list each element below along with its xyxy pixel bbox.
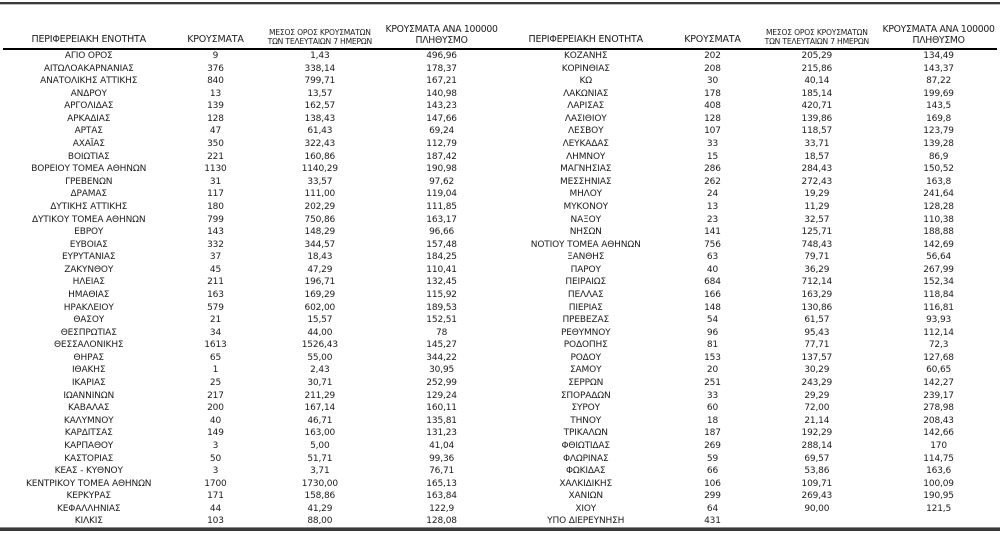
table-row: ΔΥΤΙΚΟΥ ΤΟΜΕΑ ΑΘΗΝΩΝ 799 750,86 163,17	[31, 214, 457, 225]
table-row: ΑΓΙΟ ΟΡΟΣ 9 1,43 496,96	[64, 51, 457, 61]
column-header-region: ΠΕΡΙΦΕΡΕΙΑΚΗ ΕΝΟΤΗΤΑ	[500, 5, 672, 50]
table-row: ΑΝΑΤΟΛΙΚΗΣ ΑΤΤΙΚΗΣ 840 799,71 167,21	[40, 76, 457, 87]
table-row: ΑΧΑΪΑΣ 350 322,43 112,79	[72, 139, 457, 150]
table-row: ΚΕΑΣ - ΚΥΘΝΟΥ 3 3,71 76,71	[54, 466, 455, 477]
table-row: ΜΗΛΟΥ 24 19,29 241,64	[569, 189, 954, 200]
table-row: ΧΑΝΙΩΝ 299 269,43 190,95	[568, 491, 955, 502]
regional-table-right: ΠΕΡΙΦΕΡΕΙΑΚΗ ΕΝΟΤΗΤΑ ΚΡΟΥΣΜΑΤΑ ΜΕΣΟΣ ΟΡΟ…	[500, 5, 997, 528]
table-row: ΚΑΒΑΛΑΣ 200 167,14 160,11	[68, 403, 457, 414]
table-row: ΘΕΣΠΡΩΤΙΑΣ 34 44,00 78	[60, 327, 448, 338]
table-row: ΤΗΝΟΥ 18 21,14 208,43	[570, 415, 954, 426]
table-row: ΙΚΑΡΙΑΣ 25 30,71 252,99	[71, 378, 457, 389]
column-header-cases-per-100000: ΚΡΟΥΣΜΑΤΑ ΑΝΑ 100000 ΠΛΗΘΥΣΜΟ	[383, 5, 500, 50]
table-row: ΜΥΚΟΝΟΥ 13 11,29 128,28	[563, 201, 954, 212]
table-row: ΚΕΦΑΛΛΗΝΙΑΣ 44 41,29 122,9	[56, 503, 455, 514]
table-row: ΘΑΣΟΥ 21 15,57 152,51	[73, 315, 457, 326]
table-row: ΠΑΡΟΥ 40 36,29 267,99	[570, 264, 954, 275]
table-row: ΦΛΩΡΙΝΑΣ 59 69,57 114,75	[562, 453, 954, 464]
table-row: ΕΥΒΟΙΑΣ 332 344,57 157,48	[69, 239, 457, 250]
table-row: ΛΕΣΒΟΥ 107 118,57 123,79	[568, 126, 954, 137]
table-row: ΠΙΕΡΙΑΣ 148 130,86 116,81	[568, 302, 954, 313]
table-row: ΕΒΡΟΥ 143 148,29 96,66	[74, 227, 455, 238]
table-row: ΚΙΛΚΙΣ 103 88,00 128,08	[74, 516, 457, 527]
table-row: ΗΜΑΘΙΑΣ 163 169,29 115,92	[68, 289, 457, 300]
table-row: ΤΡΙΚΑΛΩΝ 187 192,29 142,66	[563, 428, 954, 439]
table-header-right: ΠΕΡΙΦΕΡΕΙΑΚΗ ΕΝΟΤΗΤΑ ΚΡΟΥΣΜΑΤΑ ΜΕΣΟΣ ΟΡΟ…	[500, 5, 997, 50]
table-row: ΝΟΤΙΟΥ ΤΟΜΕΑ ΑΘΗΝΩΝ 756 748,43 142,69	[530, 239, 954, 250]
table-row: ΧΙΟΥ 64 90,00 121,5	[575, 503, 952, 514]
table-row: ΑΝΔΡΟΥ 13 13,57 140,98	[70, 88, 457, 99]
table-row: ΝΑΞΟΥ 23 32,57 110,38	[570, 214, 955, 225]
table-row: ΣΠΟΡΑΔΩΝ 33 29,29 239,17	[560, 390, 954, 401]
table-row: ΦΩΚΙΔΑΣ 66 53,86 163,6	[565, 466, 952, 477]
column-header-7day-average: ΜΕΣΟΣ ΟΡΟΣ ΚΡΟΥΣΜΑΤΩΝ ΤΩΝ ΤΕΛΕΥΤΑΙΩΝ 7 Η…	[753, 5, 881, 50]
table-row: ΚΟΡΙΝΘΙΑΣ 208 215,86 143,37	[561, 63, 954, 74]
bottom-rule	[0, 527, 1000, 531]
table-row: ΘΕΣΣΑΛΟΝΙΚΗΣ 1613 1526,43 145,27	[53, 340, 457, 351]
table-body-right: ΚΟΖΑΝΗΣ 202 205,29 134,49 ΚΟΡΙΝΘΙΑΣ 208 215,86…	[500, 49, 997, 528]
table-row: ΗΛΕΙΑΣ 211 196,71 132,45	[72, 277, 457, 288]
table-row: ΖΑΚΥΝΘΟΥ 45 47,29 110,41	[64, 264, 457, 275]
table-row: ΛΕΥΚΑΔΑΣ 33 33,71 139,28	[562, 139, 954, 150]
table-row: ΛΑΣΙΘΙΟΥ 128 139,86 169,8	[564, 113, 952, 124]
table-row: ΔΥΤΙΚΗΣ ΑΤΤΙΚΗΣ 180 202,29 111,85	[50, 201, 457, 212]
column-header-cases: ΚΡΟΥΣΜΑΤΑ	[174, 5, 257, 50]
table-row: ΠΕΙΡΑΙΩΣ 684 712,14 152,34	[565, 277, 954, 288]
table-row: ΜΕΣΣΗΝΙΑΣ 262 272,43 163,8	[559, 176, 952, 187]
table-row: ΣΕΡΡΩΝ 251 243,29 142,27	[568, 378, 954, 389]
table-row: ΡΟΔΟΠΗΣ 81 77,71 72,3	[563, 340, 949, 351]
table-body-left: ΑΓΙΟ ΟΡΟΣ 9 1,43 496,96 ΑΙΤΩΛΟΑΚΑΡΝΑΝΙΑΣ 376 3…	[3, 49, 500, 528]
table-row: ΑΙΤΩΛΟΑΚΑΡΝΑΝΙΑΣ 376 338,14 178,37	[43, 63, 457, 74]
table-row: ΚΑΡΔΙΤΣΑΣ 149 163,00 131,23	[64, 428, 457, 439]
regional-table-left: ΠΕΡΙΦΕΡΕΙΑΚΗ ΕΝΟΤΗΤΑ ΚΡΟΥΣΜΑΤΑ ΜΕΣΟΣ ΟΡΟ…	[3, 5, 500, 528]
table-row: ΦΘΙΩΤΙΔΑΣ 269 288,14 170	[561, 440, 947, 451]
table-row: ΗΡΑΚΛΕΙΟΥ 579 602,00 189,53	[63, 302, 457, 313]
column-header-cases-per-100000: ΚΡΟΥΣΜΑΤΑ ΑΝΑ 100000 ΠΛΗΘΥΣΜΟ	[880, 5, 997, 50]
table-row: ΡΟΔΟΥ 153 137,57 127,68	[570, 352, 954, 363]
table-row: ΕΥΡΥΤΑΝΙΑΣ 37 18,43 184,25	[61, 252, 457, 263]
table-row: ΑΡΓΟΛΙΔΑΣ 139 162,57 143,23	[64, 101, 457, 112]
table-row: ΒΟΡΕΙΟΥ ΤΟΜΕΑ ΑΘΗΝΩΝ 1130 1140,29 190,98	[31, 164, 457, 175]
column-header-cases: ΚΡΟΥΣΜΑΤΑ	[671, 5, 754, 50]
table-row: ΣΑΜΟΥ 20 30,29 60,65	[570, 365, 952, 376]
top-rule	[0, 2, 1000, 5]
table-header-left: ΠΕΡΙΦΕΡΕΙΑΚΗ ΕΝΟΤΗΤΑ ΚΡΟΥΣΜΑΤΑ ΜΕΣΟΣ ΟΡΟ…	[3, 5, 500, 50]
column-header-region: ΠΕΡΙΦΕΡΕΙΑΚΗ ΕΝΟΤΗΤΑ	[3, 5, 175, 50]
table-row: ΥΠΟ ΔΙΕΡΕΥΝΗΣΗ 431	[547, 516, 721, 527]
table-row: ΣΥΡΟΥ 60 72,00 278,98	[571, 403, 955, 414]
table-row: ΑΡΚΑΔΙΑΣ 128 138,43 147,66	[67, 113, 457, 124]
table-row: ΧΑΛΚΙΔΙΚΗΣ 106 109,71 100,09	[559, 478, 954, 489]
table-row: ΠΕΛΛΑΣ 166 163,29 118,84	[567, 289, 954, 300]
column-header-7day-average: ΜΕΣΟΣ ΟΡΟΣ ΚΡΟΥΣΜΑΤΩΝ ΤΩΝ ΤΕΛΕΥΤΑΙΩΝ 7 Η…	[256, 5, 384, 50]
table-row: ΚΕΝΤΡΙΚΟΥ ΤΟΜΕΑ ΑΘΗΝΩΝ 1700 1730,00 165,13	[26, 478, 457, 489]
tables-container: ΠΕΡΙΦΕΡΕΙΑΚΗ ΕΝΟΤΗΤΑ ΚΡΟΥΣΜΑΤΑ ΜΕΣΟΣ ΟΡΟ…	[3, 5, 997, 528]
table-row: ΚΟΖΑΝΗΣ 202 205,29 134,49	[564, 51, 954, 61]
table-row: ΚΕΡΚΥΡΑΣ 171 158,86 163,84	[66, 491, 457, 502]
table-row: ΞΑΝΘΗΣ 63 79,71 56,64	[567, 252, 952, 263]
table-row: ΛΗΜΝΟΥ 15 18,57 86,9	[566, 151, 949, 162]
table-row: ΚΑΣΤΟΡΙΑΣ 50 51,71 99,36	[64, 453, 455, 464]
table-row: ΘΗΡΑΣ 65 55,00 344,22	[73, 352, 458, 363]
table-row: ΝΗΣΩΝ 141 125,71 188,88	[569, 227, 954, 238]
table-row: ΙΩΑΝΝΙΝΩΝ 217 211,29 129,24	[63, 390, 457, 401]
table-row: ΒΟΙΩΤΙΑΣ 221 160,86 187,42	[67, 151, 457, 162]
table-row: ΑΡΤΑΣ 47 61,43 69,24	[74, 126, 455, 137]
table-row: ΛΑΚΩΝΙΑΣ 178 185,14 199,69	[563, 88, 954, 99]
table-row: ΚΑΡΠΑΘΟΥ 3 5,00 41,04	[64, 440, 455, 451]
table-row: ΚΑΛΥΜΝΟΥ 40 46,71 135,81	[63, 415, 457, 426]
table-row: ΙΘΑΚΗΣ 1 2,43 30,95	[72, 365, 455, 376]
table-row: ΓΡΕΒΕΝΩΝ 31 33,57 97,62	[65, 176, 455, 187]
table-row: ΔΡΑΜΑΣ 117 111,00 119,04	[70, 189, 458, 200]
table-row: ΡΕΘΥΜΝΟΥ 96 95,43 112,14	[560, 327, 954, 338]
table-row: ΜΑΓΝΗΣΙΑΣ 286 284,43 150,52	[560, 164, 954, 175]
table-row: ΠΡΕΒΕΖΑΣ 54 61,57 93,93	[562, 315, 952, 326]
table-row: ΛΑΡΙΣΑΣ 408 420,71 143,5	[567, 101, 952, 112]
table-row: ΚΩ 30 40,14 87,22	[579, 76, 952, 87]
